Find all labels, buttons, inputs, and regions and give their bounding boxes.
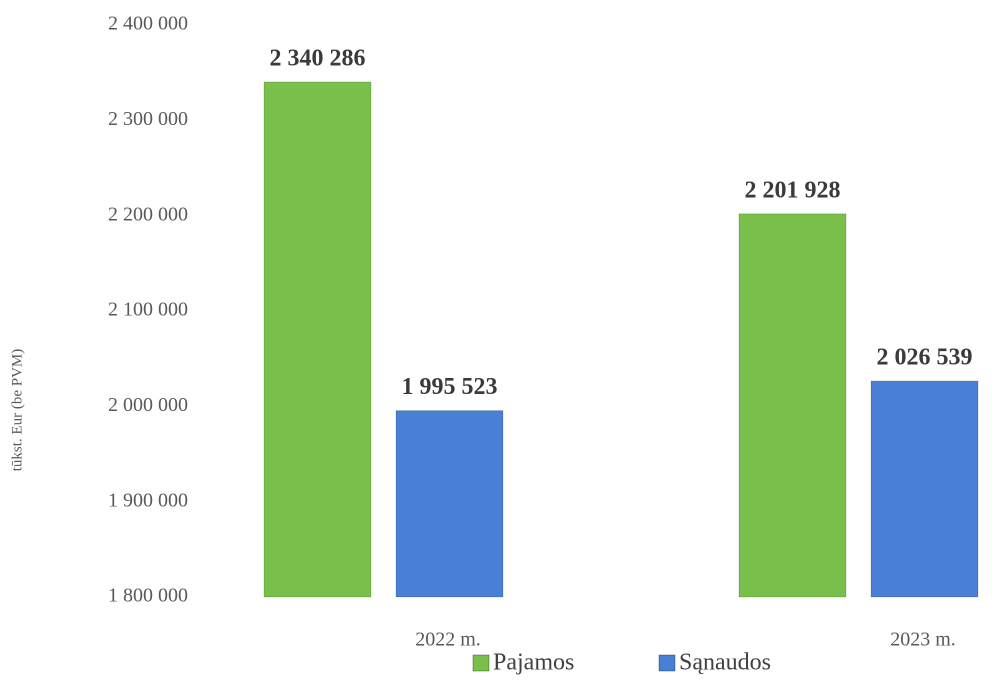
data-label: 1 995 523	[402, 374, 498, 400]
data-label: 2 201 928	[745, 177, 841, 203]
y-tick-label: 2 300 000	[108, 108, 188, 130]
y-tick-label: 1 800 000	[108, 585, 188, 607]
x-tick-label: 2023 m.	[890, 629, 956, 651]
bar	[738, 213, 847, 598]
bar	[263, 81, 372, 598]
legend-label: Pajamos	[493, 650, 574, 676]
y-tick-label: 1 900 000	[108, 489, 188, 511]
data-label: 2 340 286	[270, 45, 366, 71]
y-axis-label: tūkst. Eur (be PVM)	[9, 349, 25, 472]
y-tick-label: 2 200 000	[108, 203, 188, 225]
data-label: 2 026 539	[877, 345, 973, 371]
y-tick-label: 2 000 000	[108, 394, 188, 416]
legend-label: Sąnaudos	[679, 650, 771, 676]
x-tick-label: 2022 m.	[415, 629, 481, 651]
legend-swatch	[472, 654, 490, 672]
bar	[395, 410, 504, 598]
bar	[870, 380, 979, 598]
y-tick-label: 2 400 000	[108, 13, 188, 35]
y-tick-label: 2 100 000	[108, 299, 188, 321]
legend-swatch	[658, 654, 676, 672]
